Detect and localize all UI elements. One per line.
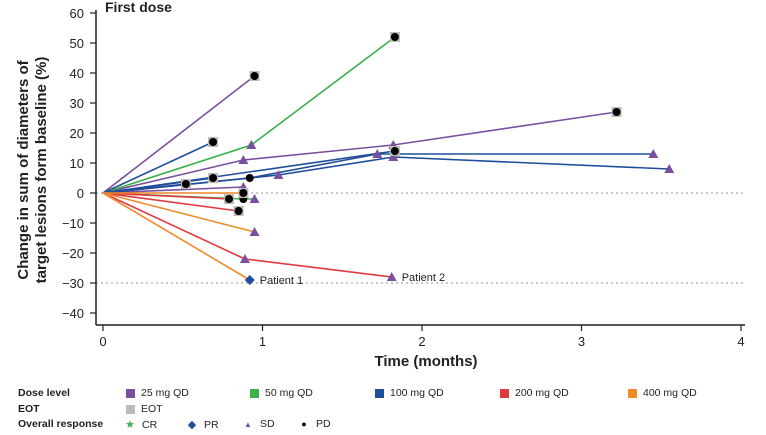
series-line	[102, 150, 395, 194]
y-tick-label: 0	[77, 186, 84, 201]
y-tick-label: 10	[70, 156, 84, 171]
series-markers	[180, 32, 675, 285]
legend-label: 200 mg QD	[515, 387, 569, 399]
pd-marker	[239, 189, 248, 197]
swatch-25mg	[126, 388, 135, 398]
series-line	[102, 111, 617, 194]
series-line	[102, 192, 239, 212]
sd-marker	[273, 170, 284, 179]
y-tick-label: 60	[70, 6, 84, 21]
annotation-label: Patient 2	[402, 272, 445, 284]
chart-title: First dose	[105, 0, 172, 15]
legend-response-pd: ● PD	[298, 418, 331, 430]
sd-marker	[246, 140, 257, 149]
legend-response-heading: Overall response	[18, 418, 104, 430]
swatch-eot	[126, 404, 135, 414]
legend-label: EOT	[141, 403, 163, 415]
sd-marker	[249, 194, 260, 203]
x-tick-label: 1	[259, 334, 266, 349]
legend-label: 50 mg QD	[265, 387, 313, 399]
sd-marker	[386, 272, 397, 281]
diamond-icon: ◆	[187, 419, 197, 431]
series-line	[102, 75, 256, 194]
legend-dose-25: 25 mg QD	[126, 387, 189, 399]
series-line	[102, 36, 396, 194]
swatch-200mg	[500, 388, 509, 398]
y-tick-label: −20	[62, 246, 84, 261]
legend-dose-200: 200 mg QD	[500, 387, 569, 399]
annotations: Patient 1 Patient 2	[260, 272, 445, 287]
legend-label: CR	[142, 418, 158, 431]
legend-dose-100: 100 mg QD	[375, 387, 444, 399]
legend-dose-400: 400 mg QD	[628, 387, 697, 399]
x-tick-label: 0	[99, 334, 106, 349]
star-icon: ★	[125, 419, 135, 431]
chart: 60 50 40 30 20 10 0 −10 −20 −30 −40 0 1 2 3 4 First do…	[15, 0, 745, 370]
y-ticks: 60 50 40 30 20 10 0 −10 −20 −30 −40	[62, 6, 96, 321]
y-tick-label: −30	[62, 276, 84, 291]
y-tick-label: −40	[62, 306, 84, 321]
swatch-50mg	[250, 388, 259, 398]
y-tick-label: −10	[62, 216, 84, 231]
sd-marker	[664, 164, 675, 173]
x-axis-title: Time (months)	[374, 353, 477, 370]
y-tick-label: 30	[70, 96, 84, 111]
series-line	[102, 192, 392, 278]
x-tick-label: 3	[578, 334, 585, 349]
pd-marker	[245, 174, 254, 182]
pd-marker	[225, 195, 234, 203]
pr-marker	[244, 275, 255, 285]
y-tick-label: 40	[70, 66, 84, 81]
legend-eot-heading: EOT	[18, 403, 40, 415]
legend-label: PD	[316, 418, 331, 430]
swatch-400mg	[628, 388, 637, 398]
series-line	[102, 192, 230, 200]
legend-label: PR	[204, 418, 219, 431]
sd-marker	[239, 254, 250, 263]
pd-marker	[209, 174, 218, 182]
legend-response-cr: ★ CR	[124, 418, 158, 432]
y-axis-title-line-2: target lesions form baseline (%)	[33, 57, 50, 284]
series-line	[102, 192, 251, 281]
sd-marker	[372, 149, 383, 158]
y-tick-label: 50	[70, 36, 84, 51]
legend-response-pr: ◆ PR	[186, 418, 219, 432]
circle-icon: ●	[301, 419, 307, 429]
legend-label: 25 mg QD	[141, 387, 189, 399]
series-line	[102, 192, 255, 233]
series-lines	[102, 36, 670, 281]
x-tick-label: 4	[737, 334, 744, 349]
legend-label: 400 mg QD	[643, 387, 697, 399]
series-line	[102, 141, 214, 194]
sd-marker	[249, 227, 260, 236]
y-axis-title-line-1: Change in sum of diameters of	[15, 59, 32, 279]
legend-eot: EOT	[126, 403, 163, 415]
y-tick-label: 20	[70, 126, 84, 141]
pd-marker	[209, 138, 218, 146]
swatch-100mg	[375, 388, 384, 398]
reference-lines	[96, 192, 745, 284]
pd-marker	[181, 180, 190, 188]
pd-marker	[250, 72, 259, 80]
pd-marker	[390, 147, 399, 155]
x-ticks: 0 1 2 3 4	[99, 325, 745, 349]
sd-marker	[238, 155, 249, 164]
legend-label: 100 mg QD	[390, 387, 444, 399]
annotation-label: Patient 1	[260, 275, 303, 287]
x-tick-label: 2	[418, 334, 425, 349]
legend-dose-heading: Dose level	[18, 387, 70, 399]
triangle-icon: ▲	[244, 419, 252, 429]
legend-dose-50: 50 mg QD	[250, 387, 313, 399]
pd-marker	[234, 207, 243, 215]
pd-marker	[612, 108, 621, 116]
series-line	[102, 186, 244, 194]
sd-marker	[388, 152, 399, 161]
legend-label: SD	[260, 418, 275, 430]
pd-marker	[390, 33, 399, 41]
sd-marker	[648, 149, 659, 158]
axes	[95, 10, 745, 326]
legend-response-sd: ▲ SD	[242, 418, 275, 430]
